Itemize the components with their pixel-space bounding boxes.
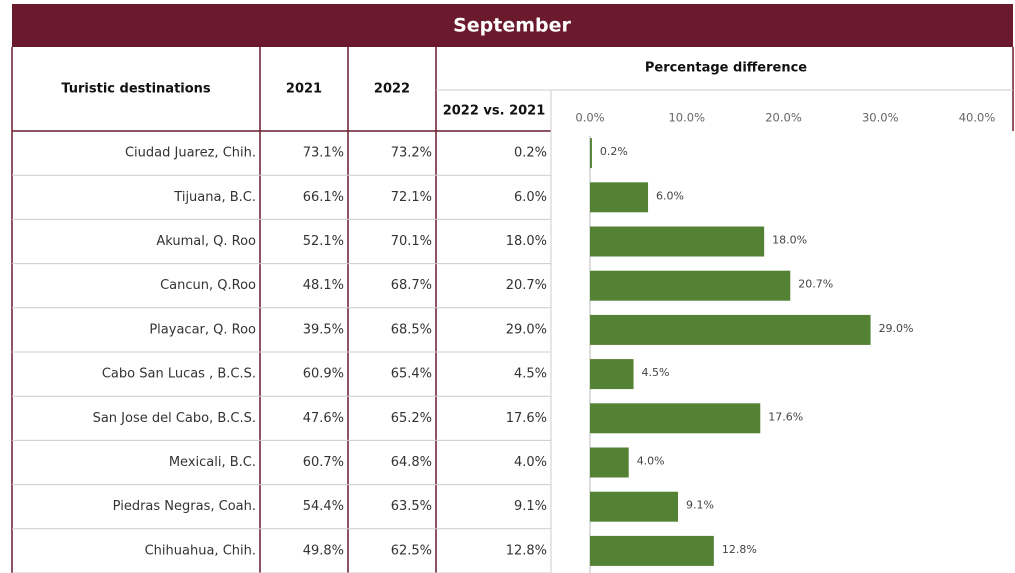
header: Turistic destinations [61, 82, 211, 97]
cell: 4.5% [514, 367, 547, 382]
value-label: 4.0% [637, 455, 665, 468]
cell: 54.4% [303, 499, 344, 514]
header: 2022 [374, 82, 410, 97]
cell: 60.7% [303, 455, 344, 470]
cell: 6.0% [514, 190, 547, 205]
bar [590, 403, 761, 434]
bar [590, 447, 629, 478]
cell: 65.4% [391, 367, 432, 382]
cell: 9.1% [514, 499, 547, 514]
cell: 72.1% [391, 190, 432, 205]
cell: 4.0% [514, 455, 547, 470]
title-bar [12, 4, 1013, 47]
value-label: 20.7% [798, 278, 833, 291]
cell: 60.9% [303, 367, 344, 382]
value-label: 18.0% [772, 234, 807, 247]
cell: 48.1% [303, 278, 344, 293]
bar [590, 270, 791, 301]
cell: 73.1% [303, 146, 344, 161]
x-tick-label: 20.0% [765, 111, 802, 125]
cell: 12.8% [506, 543, 547, 558]
bar [590, 314, 871, 345]
cell: Chihuahua, Chih. [145, 543, 256, 558]
cell: 47.6% [303, 411, 344, 426]
cell: Piedras Negras, Coah. [113, 499, 256, 514]
header: Percentage difference [645, 61, 807, 76]
cell: 18.0% [506, 234, 547, 249]
cell: 63.5% [391, 499, 432, 514]
cell: 68.5% [391, 322, 432, 337]
header: 2021 [286, 82, 322, 97]
value-label: 9.1% [686, 499, 714, 512]
cell: 0.2% [514, 146, 547, 161]
cell: 65.2% [391, 411, 432, 426]
bar [590, 491, 679, 522]
x-tick-label: 10.0% [668, 111, 705, 125]
bar [590, 535, 714, 566]
cell: 17.6% [506, 411, 547, 426]
cell: Akumal, Q. Roo [156, 234, 256, 249]
cell: 39.5% [303, 322, 344, 337]
title: September [453, 15, 571, 37]
value-label: 6.0% [656, 189, 684, 202]
inner-borders [436, 89, 1013, 573]
cell: 73.2% [391, 146, 432, 161]
cell: Playacar, Q. Roo [149, 322, 256, 337]
value-label: 4.5% [642, 366, 670, 379]
value-label: 0.2% [600, 145, 628, 158]
cell: 20.7% [506, 278, 547, 293]
cell: Mexicali, B.C. [169, 455, 256, 470]
x-tick-label: 0.0% [575, 111, 604, 125]
bar [590, 138, 592, 169]
cell: San Jose del Cabo, B.C.S. [93, 411, 256, 426]
x-tick-label: 30.0% [862, 111, 899, 125]
cell: Tijuana, B.C. [173, 190, 256, 205]
cell: Ciudad Juarez, Chih. [125, 146, 256, 161]
bar [590, 359, 634, 390]
cell: 29.0% [506, 322, 547, 337]
cell: Cancun, Q.Roo [160, 278, 256, 293]
value-label: 17.6% [768, 410, 803, 423]
value-label: 12.8% [722, 543, 757, 556]
cell: 52.1% [303, 234, 344, 249]
bar [590, 182, 649, 213]
bar [590, 226, 765, 257]
cell: 62.5% [391, 543, 432, 558]
header: 2022 vs. 2021 [443, 104, 546, 119]
cell: 68.7% [391, 278, 432, 293]
cell: 64.8% [391, 455, 432, 470]
cell: 66.1% [303, 190, 344, 205]
cell: 70.1% [391, 234, 432, 249]
x-tick-label: 40.0% [959, 111, 996, 125]
cell: 49.8% [303, 543, 344, 558]
borders [11, 47, 1014, 573]
cell: Cabo San Lucas , B.C.S. [102, 367, 256, 382]
value-label: 29.0% [879, 322, 914, 335]
